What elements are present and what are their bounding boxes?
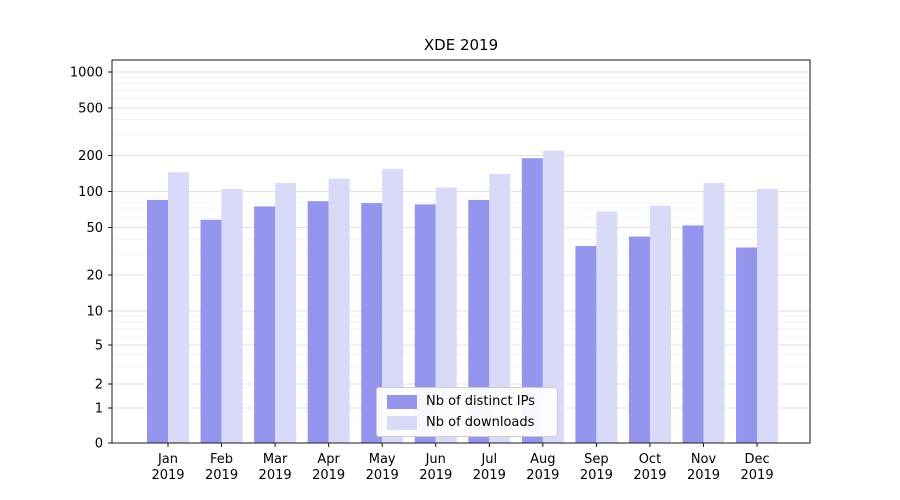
bar-distinct-ips: [200, 219, 222, 443]
legend-swatch-distinct-ips: [387, 394, 417, 409]
bar-distinct-ips: [736, 247, 758, 443]
x-tick-label-year: 2019: [419, 468, 452, 483]
bar-distinct-ips: [414, 204, 436, 443]
y-tick-label: 200: [78, 149, 103, 164]
x-tick-label-month: May: [369, 452, 396, 467]
legend-label-downloads: Nb of downloads: [426, 415, 535, 430]
bar-downloads: [542, 150, 564, 443]
x-tick-label-month: Aug: [530, 452, 555, 467]
bar-downloads: [596, 211, 618, 443]
x-tick-label-month: Apr: [317, 452, 340, 467]
bar-distinct-ips: [468, 199, 490, 443]
chart-title: XDE 2019: [423, 36, 499, 54]
x-tick-label-year: 2019: [580, 468, 613, 483]
legend-item-distinct-ips: Nb of distinct IPs: [387, 394, 547, 409]
bar-downloads: [649, 205, 671, 443]
bar-distinct-ips: [682, 225, 704, 443]
y-tick-label: 0: [95, 437, 103, 452]
x-tick-label-month: Sep: [584, 452, 609, 467]
bar-distinct-ips: [521, 158, 543, 443]
x-tick-label-month: Nov: [691, 452, 717, 467]
x-tick-label-month: Jun: [425, 452, 446, 467]
bar-downloads: [275, 182, 297, 443]
bar-downloads: [435, 187, 457, 443]
legend: Nb of distinct IPs Nb of downloads: [376, 387, 558, 437]
y-tick-label: 5: [95, 339, 103, 354]
y-tick-label: 1: [95, 402, 103, 417]
legend-swatch-downloads: [387, 415, 417, 430]
x-tick-label-month: Feb: [210, 452, 233, 467]
x-tick-label-year: 2019: [151, 468, 184, 483]
x-tick-label-year: 2019: [312, 468, 345, 483]
x-tick-label-month: Oct: [639, 452, 661, 467]
y-tick-label: 10: [86, 305, 103, 320]
y-tick-label: 1000: [70, 66, 103, 81]
axis-frame: [111, 59, 811, 444]
x-tick-label-year: 2019: [366, 468, 399, 483]
x-tick-label-month: Dec: [744, 452, 769, 467]
bar-distinct-ips: [575, 245, 597, 443]
bar-downloads: [757, 188, 779, 443]
x-tick-label-year: 2019: [687, 468, 720, 483]
bar-downloads: [221, 188, 243, 443]
y-tick-label: 500: [78, 101, 103, 116]
x-tick-label-year: 2019: [473, 468, 506, 483]
legend-item-downloads: Nb of downloads: [387, 415, 547, 430]
x-tick-label-year: 2019: [259, 468, 292, 483]
y-tick-label: 100: [78, 185, 103, 200]
bar-downloads: [328, 178, 350, 443]
bar-downloads: [703, 182, 725, 443]
legend-label-distinct-ips: Nb of distinct IPs: [426, 394, 535, 409]
y-tick-label: 2: [95, 378, 103, 393]
bar-downloads: [168, 172, 189, 443]
bar-downloads: [489, 174, 511, 443]
bar-distinct-ips: [147, 199, 168, 443]
x-tick-label-year: 2019: [526, 468, 559, 483]
bar-distinct-ips: [361, 203, 383, 443]
bar-distinct-ips: [628, 236, 650, 443]
y-tick-label: 50: [86, 221, 103, 236]
x-tick-label-year: 2019: [633, 468, 666, 483]
bar-downloads: [382, 168, 404, 443]
x-tick-label-month: Jul: [480, 452, 497, 467]
x-tick-label-year: 2019: [205, 468, 238, 483]
bar-distinct-ips: [307, 201, 329, 443]
y-tick-label: 20: [86, 269, 103, 284]
x-tick-label-year: 2019: [741, 468, 774, 483]
x-tick-label-month: Mar: [263, 452, 288, 467]
x-tick-label-month: Jan: [157, 452, 178, 467]
bar-distinct-ips: [254, 206, 276, 443]
